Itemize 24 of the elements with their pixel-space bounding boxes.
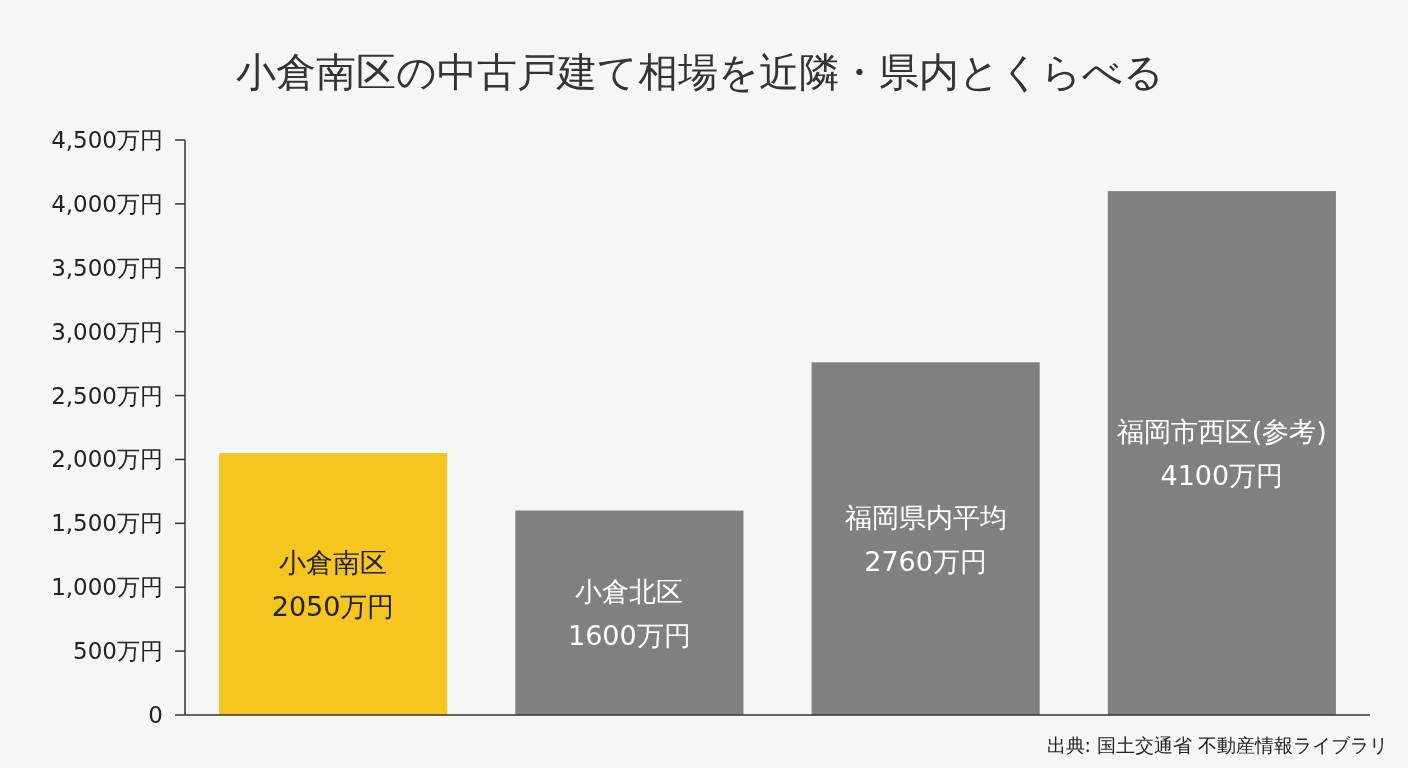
y-tick-label: 1,000万円 — [51, 574, 163, 601]
y-tick-label: 1,500万円 — [51, 510, 163, 537]
x-tick-label: 小倉南区 — [279, 547, 388, 579]
y-tick-label: 2,000万円 — [51, 446, 163, 473]
x-tick-label: 福岡県内平均 — [844, 501, 1007, 533]
chart-title: 小倉南区の中古戸建て相場を近隣・県内とくらべる — [236, 49, 1164, 95]
data-label: 2050万円 — [271, 591, 395, 623]
x-tick-label: 福岡市西区(参考) — [1116, 416, 1327, 448]
y-tick-label: 4,500万円 — [51, 127, 163, 153]
bar — [1107, 191, 1336, 715]
x-tick-label: 小倉北区 — [575, 575, 684, 607]
data-label: 4100万円 — [1160, 460, 1284, 492]
y-tick-label: 4,000万円 — [51, 190, 163, 217]
data-label: 1600万円 — [568, 619, 691, 651]
y-tick-label: 3,000万円 — [51, 318, 163, 345]
y-tick-label: 500万円 — [73, 638, 163, 665]
data-label: 2760万円 — [864, 545, 987, 577]
bar — [515, 510, 744, 715]
y-tick-label: 0 — [148, 702, 163, 728]
y-tick-label: 3,500万円 — [51, 254, 163, 281]
source-note: 出典: 国土交通省 不動産情報ライブラリ — [1046, 734, 1388, 756]
bar — [219, 453, 448, 715]
y-tick-label: 2,500万円 — [51, 382, 163, 409]
bar — [811, 362, 1040, 715]
